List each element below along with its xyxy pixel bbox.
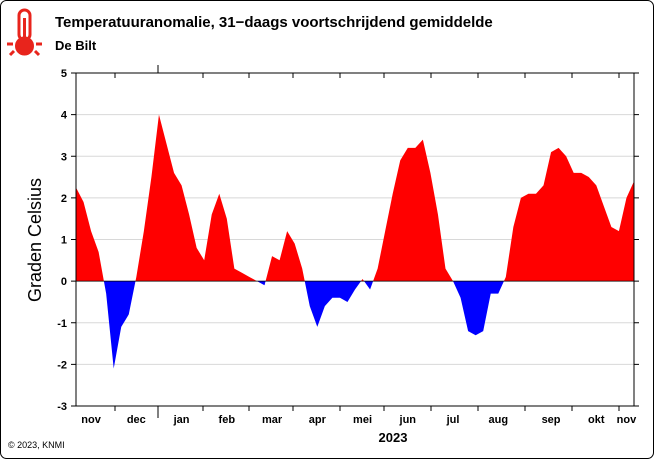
y-axis-label: Graden Celsius xyxy=(25,178,45,302)
y-tick-label: -1 xyxy=(57,318,67,330)
x-tick-label: aug xyxy=(488,414,508,426)
x-tick-label: sep xyxy=(542,414,561,426)
y-tick-label: 5 xyxy=(61,68,67,80)
y-tick-label: -2 xyxy=(57,359,67,371)
thermometer-icon xyxy=(7,8,42,57)
x-axis-label: 2023 xyxy=(379,430,408,445)
y-tick-label: 0 xyxy=(61,276,67,288)
x-tick-label: dec xyxy=(127,414,146,426)
y-tick-label: 2 xyxy=(61,193,67,205)
x-tick-label: okt xyxy=(588,414,605,426)
title: Temperatuuranomalie, 31−daags voortschri… xyxy=(55,14,493,31)
x-tick-label: jan xyxy=(173,414,190,426)
anomaly-area xyxy=(76,114,634,369)
x-tick-label: apr xyxy=(309,414,327,426)
subtitle: De Bilt xyxy=(55,38,97,53)
x-tick-label: nov xyxy=(81,414,101,426)
x-tick-label: jun xyxy=(399,414,417,426)
x-tick-label: nov xyxy=(617,414,637,426)
x-tick-label: mei xyxy=(353,414,372,426)
footer: © 2023, KNMI xyxy=(8,440,65,450)
y-tick-label: 3 xyxy=(61,151,67,163)
x-tick-label: mar xyxy=(262,414,283,426)
y-tick-label: 4 xyxy=(61,110,68,122)
x-tick-label: feb xyxy=(219,414,236,426)
plot-border xyxy=(75,72,635,407)
x-tick-label: jul xyxy=(446,414,460,426)
y-tick-label: -3 xyxy=(57,401,67,413)
y-tick-label: 1 xyxy=(61,235,67,247)
